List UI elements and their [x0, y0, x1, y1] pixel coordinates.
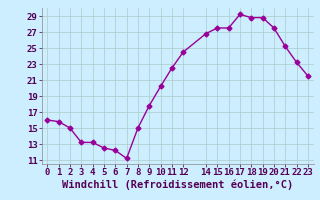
X-axis label: Windchill (Refroidissement éolien,°C): Windchill (Refroidissement éolien,°C) [62, 180, 293, 190]
